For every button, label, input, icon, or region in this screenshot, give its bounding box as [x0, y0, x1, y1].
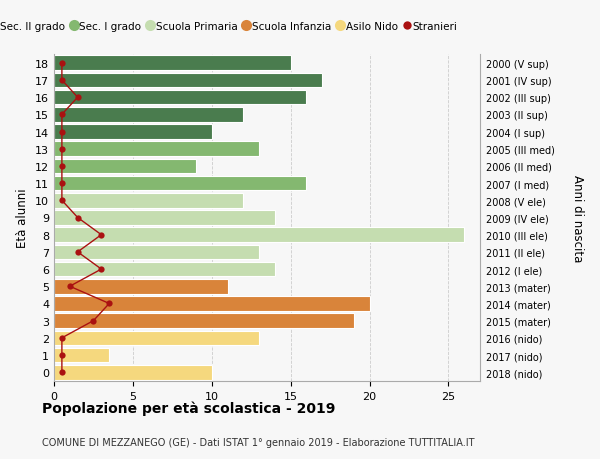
- Bar: [54, 56, 290, 71]
- Bar: [54, 142, 259, 157]
- Bar: [54, 348, 109, 363]
- Legend: Sec. II grado, Sec. I grado, Scuola Primaria, Scuola Infanzia, Asilo Nido, Stran: Sec. II grado, Sec. I grado, Scuola Prim…: [0, 18, 461, 36]
- Bar: [54, 73, 322, 88]
- Bar: [54, 194, 244, 208]
- Text: Popolazione per età scolastica - 2019: Popolazione per età scolastica - 2019: [42, 401, 335, 415]
- Bar: [54, 331, 259, 345]
- Bar: [54, 108, 244, 123]
- Bar: [54, 245, 259, 260]
- Bar: [54, 228, 464, 242]
- Bar: [54, 297, 370, 311]
- Bar: [54, 125, 212, 140]
- Bar: [54, 159, 196, 174]
- Bar: [54, 211, 275, 225]
- Text: COMUNE DI MEZZANEGO (GE) - Dati ISTAT 1° gennaio 2019 - Elaborazione TUTTITALIA.: COMUNE DI MEZZANEGO (GE) - Dati ISTAT 1°…: [42, 437, 475, 448]
- Y-axis label: Anni di nascita: Anni di nascita: [571, 174, 584, 262]
- Bar: [54, 262, 275, 277]
- Y-axis label: Età alunni: Età alunni: [16, 188, 29, 248]
- Bar: [54, 280, 227, 294]
- Bar: [54, 91, 307, 105]
- Bar: [54, 313, 354, 328]
- Bar: [54, 176, 307, 191]
- Bar: [54, 365, 212, 380]
